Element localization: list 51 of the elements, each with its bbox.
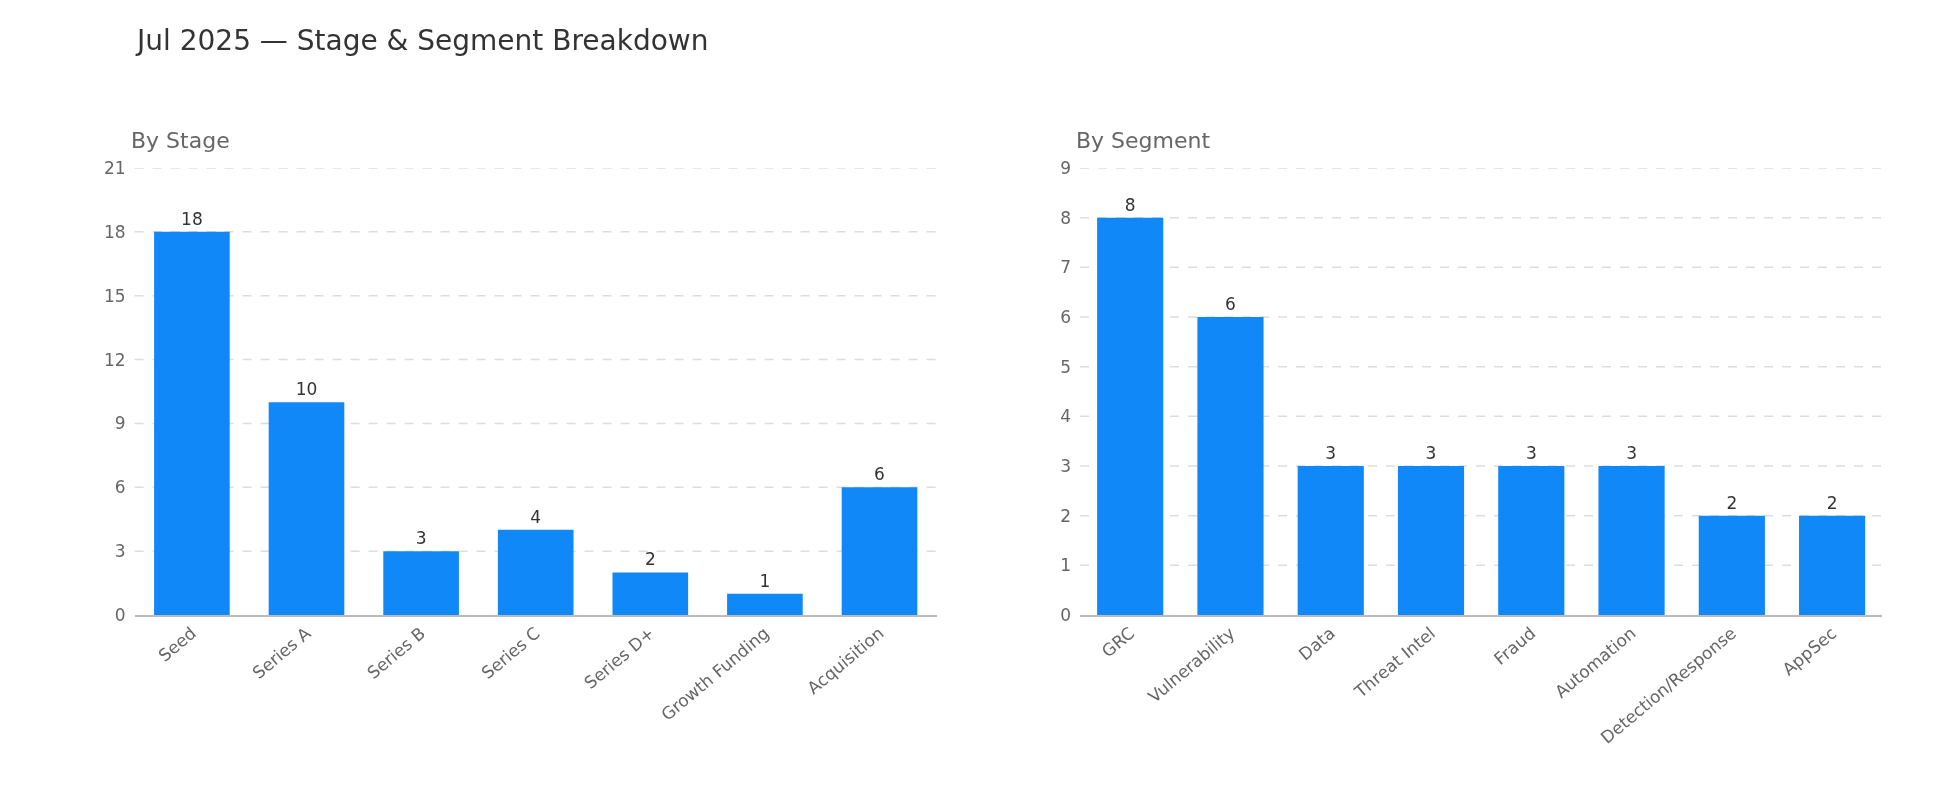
data-label: 3 bbox=[415, 528, 427, 549]
data-label: 8 bbox=[1124, 194, 1136, 215]
y-tick-label: 8 bbox=[1060, 207, 1072, 228]
bar bbox=[1799, 515, 1866, 615]
y-tick-label: 1 bbox=[1060, 555, 1072, 576]
bar bbox=[1598, 466, 1665, 615]
y-tick-label: 2 bbox=[1060, 505, 1072, 526]
data-label: 6 bbox=[1225, 294, 1236, 314]
data-label: 2 bbox=[644, 549, 656, 570]
data-label: 3 bbox=[1425, 443, 1437, 463]
bar bbox=[727, 593, 803, 615]
bar bbox=[841, 487, 918, 615]
bar bbox=[268, 402, 345, 615]
y-tick-label: 6 bbox=[1060, 306, 1072, 327]
y-tick-label: 12 bbox=[103, 349, 126, 370]
data-label: 2 bbox=[1726, 492, 1738, 513]
y-tick-label: 3 bbox=[1060, 455, 1072, 476]
data-label: 1 bbox=[759, 570, 771, 591]
chart-subtitle: By Segment bbox=[1076, 128, 1211, 153]
y-tick-label: 3 bbox=[114, 541, 126, 562]
data-label: 3 bbox=[1626, 443, 1637, 463]
y-tick-label: 7 bbox=[1060, 257, 1072, 278]
y-tick-label: 9 bbox=[1060, 157, 1072, 178]
y-tick-label: 4 bbox=[1060, 406, 1072, 427]
bar bbox=[154, 231, 230, 615]
bar bbox=[497, 529, 574, 615]
data-label: 10 bbox=[295, 379, 318, 400]
y-tick-label: 5 bbox=[1060, 356, 1072, 377]
bar bbox=[1698, 515, 1765, 615]
chart-subtitle: By Stage bbox=[131, 128, 230, 153]
data-label: 4 bbox=[530, 506, 542, 527]
data-label: 3 bbox=[1325, 443, 1337, 463]
chart-title: Jul 2025 — Stage & Segment Breakdown bbox=[135, 23, 709, 57]
data-label: 2 bbox=[1826, 492, 1838, 513]
data-label: 6 bbox=[874, 464, 885, 485]
bar bbox=[612, 572, 689, 615]
y-tick-label: 18 bbox=[103, 221, 126, 242]
y-tick-label: 21 bbox=[103, 157, 126, 178]
y-tick-label: 6 bbox=[114, 477, 126, 498]
bar bbox=[1097, 217, 1164, 615]
bar bbox=[1397, 466, 1465, 615]
bar bbox=[383, 551, 459, 615]
data-label: 18 bbox=[181, 208, 203, 229]
y-tick-label: 0 bbox=[114, 604, 126, 625]
bar bbox=[1498, 466, 1565, 615]
y-tick-label: 0 bbox=[1060, 604, 1072, 625]
data-label: 3 bbox=[1525, 443, 1537, 463]
bar bbox=[1197, 317, 1264, 615]
y-tick-label: 9 bbox=[114, 413, 126, 434]
y-tick-label: 15 bbox=[103, 285, 126, 306]
bar bbox=[1297, 466, 1364, 615]
